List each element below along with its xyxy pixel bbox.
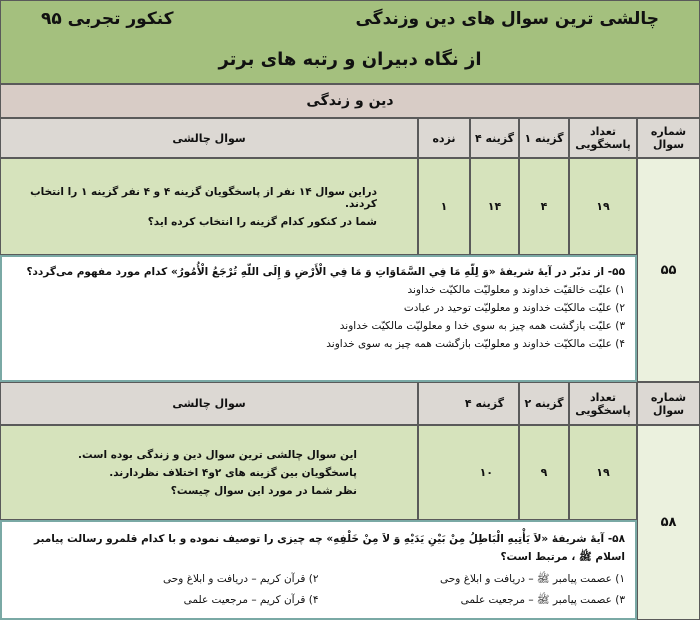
option: ۴) علیّت مالکیّت خداوند و معلولیّت بازگش… (326, 338, 625, 350)
challenge-line: پاسخگویان بین گزینه های ۲و۴ اختلاف نظردا… (109, 466, 357, 479)
title: چالشی ترین سوال های دین وزندگی (355, 9, 659, 29)
subtitle: از نگاه دبیران و رتبه های برتر (218, 49, 482, 70)
col-head: گزینه ۴ (470, 118, 519, 158)
col-head: سوال چالشی (0, 382, 418, 425)
col-head: شماره سوال (637, 118, 700, 158)
option: ۳) علیّت بازگشت همه چیز به سوی خدا و معل… (339, 320, 625, 332)
cell: ۴ (519, 158, 569, 255)
cell: ۱۴ (470, 158, 519, 255)
col-head: گزینه ۲ (519, 382, 569, 425)
col-head: تعداد پاسخگویی (569, 118, 637, 158)
challenge-line: دراین سوال ۱۴ نفر از پاسخگویان گزینه ۴ و… (30, 185, 377, 210)
option: ۲) قرآن کریم – دریافت و ابلاغ وحی (163, 572, 319, 585)
question-number: ۵۸ (637, 425, 700, 620)
col-head: شماره سوال (637, 382, 700, 425)
option: ۲) علیّت مالکیّت خداوند و معلولیّت توحید… (403, 302, 625, 314)
col-head: سوال چالشی (0, 118, 418, 158)
option: ۱) عصمت پیامبر ﷺ – دریافت و ابلاغ وحی (440, 572, 625, 585)
cell: ۱۰ (418, 425, 519, 520)
question: ۵۸- آیهٔ شریفهٔ «لاَ يَأْتِيهِ الْبَاطِل… (0, 520, 637, 620)
exam: کنکور تجربی ۹۵ (41, 9, 174, 29)
question-number: ۵۵ (637, 158, 700, 382)
challenge-line: این سوال چالشی ترین سوال دین و زندگی بود… (78, 448, 357, 461)
col-head: تعداد پاسخگویی (569, 382, 637, 425)
title-band: چالشی ترین سوال های دین وزندگی کنکور تجر… (0, 0, 700, 84)
col-head: گزینه ۴ (418, 382, 519, 425)
question-stem: ۵۸- آیهٔ شریفهٔ «لاَ يَأْتِيهِ الْبَاطِل… (33, 533, 625, 563)
cell: ۹ (519, 425, 569, 520)
option: ۳) عصمت پیامبر ﷺ – مرجعیت علمی (460, 593, 625, 606)
question: ۵۵- از تدبّر در آیهٔ شریفهٔ «وَ لِلّهِ م… (0, 255, 637, 382)
col-head: گزینه ۱ (519, 118, 569, 158)
challenge: دراین سوال ۱۴ نفر از پاسخگویان گزینه ۴ و… (0, 158, 418, 255)
cell: ۱۹ (569, 158, 637, 255)
question-stem: ۵۵- از تدبّر در آیهٔ شریفهٔ «وَ لِلّهِ م… (26, 266, 625, 278)
option: ۴) قرآن کریم – مرجعیت علمی (183, 593, 319, 606)
section: دین و زندگی (0, 84, 700, 118)
col-head: نزده (418, 118, 470, 158)
cell: ۱ (418, 158, 470, 255)
challenge-line: شما در کنکور کدام گزینه را انتخاب کرده ا… (147, 215, 377, 228)
cell: ۱۹ (569, 425, 637, 520)
challenge: این سوال چالشی ترین سوال دین و زندگی بود… (0, 425, 418, 520)
challenge-line: نظر شما در مورد این سوال چیست؟ (170, 484, 357, 497)
options: ۱) عصمت پیامبر ﷺ – دریافت و ابلاغ وحی ۲)… (12, 570, 625, 612)
option: ۱) علیّت خالقیّت خداوند و معلولیّت مالکی… (407, 284, 626, 296)
